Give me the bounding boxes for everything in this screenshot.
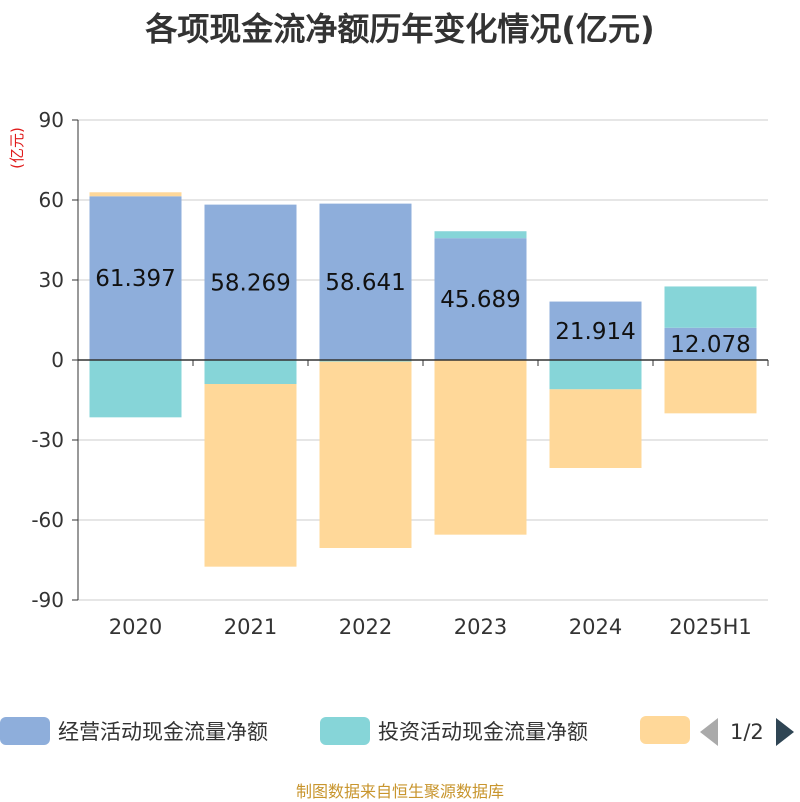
data-label-2023: 45.689 xyxy=(440,287,520,313)
y-tick-label: 0 xyxy=(51,348,64,372)
bar-s2-2023 xyxy=(434,360,527,535)
y-tick-label: 60 xyxy=(39,188,64,212)
legend: 经营活动现金流量净额 投资活动现金流量净额 1/2 xyxy=(0,716,800,756)
legend-label-investing: 投资活动现金流量净额 xyxy=(378,720,588,744)
legend-item-financing[interactable] xyxy=(640,716,690,744)
legend-item-operating[interactable]: 经营活动现金流量净额 xyxy=(0,716,268,746)
data-label-2024: 21.914 xyxy=(555,319,635,345)
bar-s1-2020 xyxy=(89,360,182,418)
x-tick-label-2024: 2024 xyxy=(569,615,622,639)
x-tick-label-2020: 2020 xyxy=(109,615,162,639)
bar-s1-2025H1 xyxy=(664,286,757,328)
y-tick-label: -90 xyxy=(31,588,64,612)
bar-s0-2025H1 xyxy=(664,327,757,360)
source-footer: 制图数据来自恒生聚源数据库 xyxy=(295,782,504,801)
chart-area: 90 60 30 0 -30 -60 -90 (亿元) 61.397 58.269 58.641 45… xyxy=(8,108,769,639)
x-tick-label-2023: 2023 xyxy=(454,615,507,639)
legend-swatch-financing xyxy=(640,716,690,744)
y-tick-label: 90 xyxy=(39,108,64,132)
bar-s1-2023 xyxy=(434,231,527,239)
bar-s2-2022 xyxy=(319,361,412,548)
bar-s0-2023 xyxy=(434,238,527,360)
legend-pager: 1/2 xyxy=(700,718,794,746)
bar-s2-2024 xyxy=(549,389,642,468)
y-tick-label: 30 xyxy=(39,268,64,292)
bar-s1-2022 xyxy=(319,360,412,362)
chart-title: 各项现金流净额历年变化情况(亿元) xyxy=(145,10,655,48)
bar-s1-2021 xyxy=(204,360,297,384)
legend-swatch-investing xyxy=(320,717,370,745)
bar-s2-2025H1 xyxy=(664,360,757,414)
data-label-2025H1: 12.078 xyxy=(670,332,750,358)
bar-s0-2021 xyxy=(204,204,297,360)
bar-s1-2024 xyxy=(549,360,642,390)
y-tick-label: -60 xyxy=(31,508,64,532)
legend-label-operating: 经营活动现金流量净额 xyxy=(58,720,268,744)
data-label-2022: 58.641 xyxy=(325,270,405,296)
data-label-2021: 58.269 xyxy=(210,270,290,296)
bar-s0-2020 xyxy=(89,196,182,360)
bar-s2-2020 xyxy=(89,192,182,197)
x-tick-label-2021: 2021 xyxy=(224,615,277,639)
legend-page-indicator: 1/2 xyxy=(730,720,764,744)
data-label-2020: 61.397 xyxy=(95,266,175,292)
legend-prev-arrow-icon[interactable] xyxy=(700,718,718,746)
legend-item-investing[interactable]: 投资活动现金流量净额 xyxy=(320,716,588,746)
bar-s0-2022 xyxy=(319,203,412,360)
legend-next-arrow-icon[interactable] xyxy=(775,718,794,746)
bar-s0-2024 xyxy=(549,301,642,360)
x-tick-label-2025H1: 2025H1 xyxy=(669,615,752,639)
x-tick-label-2022: 2022 xyxy=(339,615,392,639)
bar-s2-2021 xyxy=(204,384,297,567)
y-tick-label: -30 xyxy=(31,428,64,452)
y-axis-unit-label: (亿元) xyxy=(8,127,26,169)
legend-swatch-operating xyxy=(0,717,50,745)
